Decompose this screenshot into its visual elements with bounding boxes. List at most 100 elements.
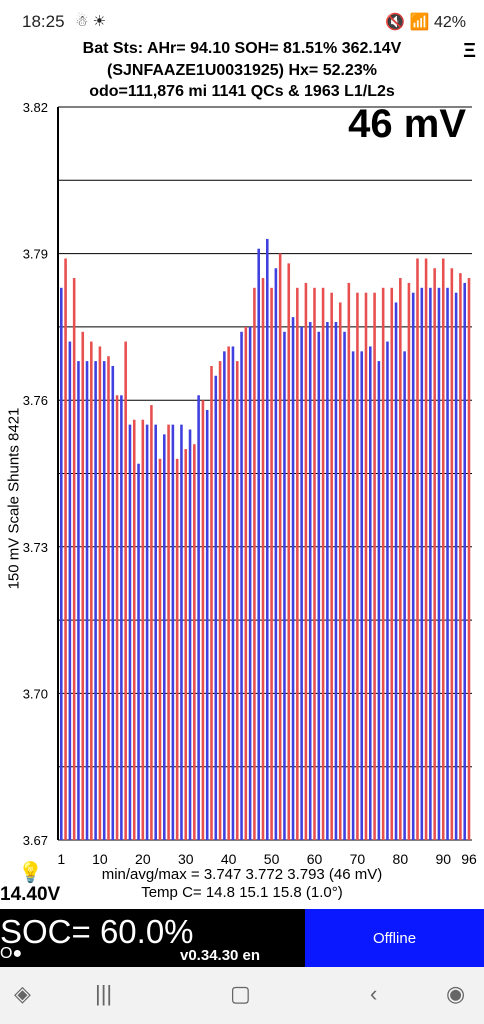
cell-bar	[403, 351, 406, 840]
cell-bar	[377, 361, 381, 840]
soc-value: SOC= 60.0%	[0, 913, 194, 950]
x-tick-label: 1	[57, 851, 65, 867]
cell-bar	[128, 424, 132, 840]
cell-bar	[98, 346, 102, 840]
x-tick-label: 90	[435, 851, 451, 867]
y-axis-label: 150 mV Scale Shunts 8421	[5, 407, 23, 590]
cell-bar	[390, 287, 394, 841]
cell-bar	[446, 287, 449, 841]
recents-icon[interactable]: |||	[95, 981, 113, 1006]
x-tick-label: 20	[135, 851, 151, 867]
y-tick-label: 3.70	[23, 686, 48, 701]
cell-bar	[450, 268, 454, 840]
x-tick-label: 10	[92, 851, 108, 867]
cell-bar	[253, 287, 256, 841]
cell-bar	[81, 331, 85, 840]
x-tick-label: 96	[461, 851, 477, 867]
cell-bar	[261, 278, 265, 840]
x-tick-label: 50	[264, 851, 280, 867]
cell-bar	[188, 429, 192, 840]
lightbulb-icon[interactable]: 💡	[18, 862, 43, 884]
cell-bar	[364, 292, 368, 840]
cell-bar	[231, 346, 235, 840]
cell-bar	[235, 361, 239, 840]
cell-bar	[167, 424, 170, 840]
cell-bar	[343, 331, 346, 840]
soc-panel: SOC= 60.0% O● v0.34.30 en	[0, 909, 305, 967]
cell-bar	[300, 326, 303, 840]
menu-icon[interactable]: Ξ	[463, 40, 476, 62]
assistant-icon[interactable]: ◈	[14, 981, 31, 1006]
cell-bar	[72, 278, 76, 840]
y-tick-label: 3.67	[23, 833, 48, 848]
cell-bar	[257, 248, 260, 841]
cell-bar	[175, 458, 179, 840]
cell-bar	[90, 341, 93, 840]
aux-battery-voltage: 14.40V	[0, 884, 61, 905]
cell-bar	[137, 463, 140, 840]
clock: 18:25	[22, 12, 65, 31]
cell-bar	[274, 268, 278, 840]
cell-bar	[205, 409, 209, 840]
cell-bar	[150, 405, 153, 840]
cell-bar	[386, 341, 389, 840]
cell-bar	[64, 258, 67, 840]
cell-bar	[197, 395, 200, 840]
cell-bar	[287, 263, 291, 841]
home-icon[interactable]: ▢	[230, 981, 251, 1006]
cell-bar	[437, 287, 441, 841]
cell-bar	[360, 351, 363, 840]
cell-bar	[454, 292, 458, 840]
voltage-spread: 46 mV	[348, 102, 466, 146]
cell-bar	[411, 292, 415, 840]
cell-bar	[407, 282, 411, 840]
cell-bar	[304, 282, 308, 840]
min-avg-max: min/avg/max = 3.747 3.772 3.793 (46 mV)	[101, 866, 383, 883]
cell-bar	[107, 356, 110, 840]
x-tick-label: 60	[307, 851, 323, 867]
cell-bar	[416, 258, 419, 840]
cell-bar	[330, 292, 333, 840]
status-bar: 18:25 ☃ ☀ 🔇 📶 42%	[0, 0, 484, 44]
cell-bar	[171, 424, 175, 840]
cell-bar	[459, 273, 462, 840]
system-status: 🔇 📶 42%	[385, 14, 466, 31]
cell-bar	[347, 282, 351, 840]
y-tick-label: 3.76	[23, 393, 48, 408]
cell-bar	[373, 292, 376, 840]
cell-bar	[270, 287, 273, 841]
cell-bar	[184, 449, 188, 840]
cell-bar	[60, 287, 63, 841]
cell-bar	[441, 258, 445, 840]
cell-bar	[210, 365, 213, 840]
cell-bar	[351, 351, 355, 840]
cell-bar	[244, 326, 248, 840]
cell-bar	[433, 268, 436, 840]
cell-bar	[145, 424, 149, 840]
cell-bar	[467, 278, 471, 840]
cell-bar	[381, 287, 385, 841]
offline-button[interactable]: Offline	[305, 909, 484, 967]
cell-bar	[132, 419, 136, 840]
cell-bar	[429, 287, 432, 841]
cell-bar	[326, 322, 329, 841]
cell-bar	[218, 361, 222, 840]
x-tick-label: 70	[350, 851, 366, 867]
cell-bar	[334, 322, 338, 841]
cell-bar	[394, 302, 398, 840]
x-tick-label: 40	[221, 851, 237, 867]
back-icon[interactable]: ‹	[370, 981, 378, 1006]
cell-bar	[227, 346, 230, 840]
y-tick-label: 3.73	[23, 540, 48, 555]
y-tick-label: 3.79	[23, 247, 48, 262]
cell-bar	[158, 458, 162, 840]
cell-bar	[111, 365, 115, 840]
cell-bar	[266, 238, 269, 840]
app-version: v0.34.30 en	[180, 947, 261, 964]
cell-bar	[356, 292, 359, 840]
cell-bar	[102, 361, 106, 840]
accessibility-icon[interactable]: ◉	[446, 981, 466, 1006]
cell-bar	[240, 331, 243, 840]
cell-bar	[296, 287, 299, 841]
